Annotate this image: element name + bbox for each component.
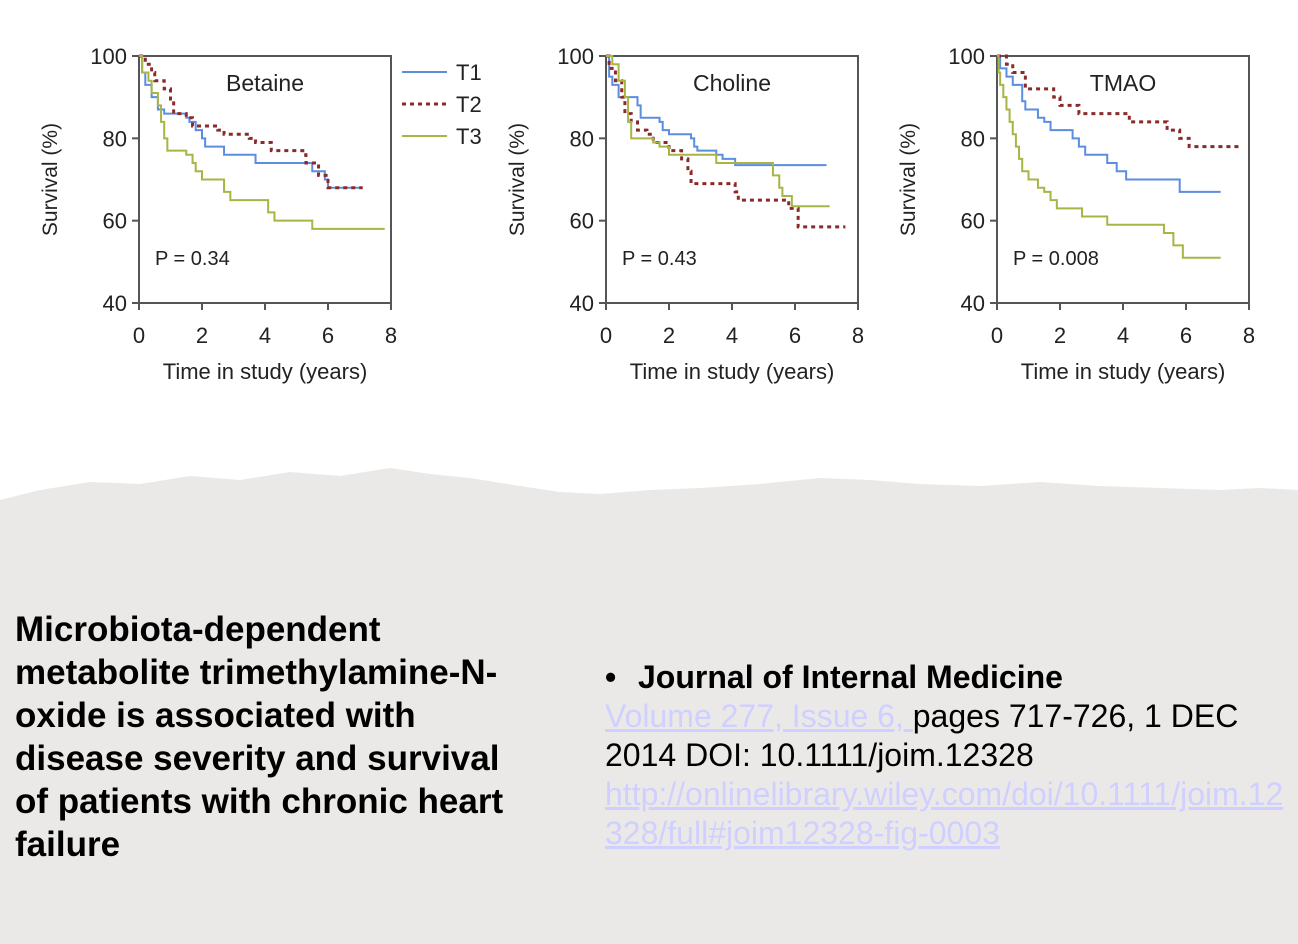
x-tick-label: 6 (322, 323, 334, 348)
y-tick-label: 40 (570, 291, 594, 316)
x-tick-label: 4 (726, 323, 738, 348)
survival-curve-t3 (997, 55, 1221, 259)
journal-line: • Journal of Internal Medicine (605, 658, 1285, 697)
y-axis-label: Survival (%) (506, 123, 529, 236)
bullet: • (605, 659, 617, 695)
x-axis-label: Time in study (years) (163, 359, 368, 384)
y-tick-label: 100 (557, 44, 594, 69)
x-tick-label: 2 (196, 323, 208, 348)
legend-label-t3: T3 (456, 124, 482, 149)
x-tick-label: 4 (1117, 323, 1129, 348)
chart-choline: 40 60 80 100 0 2 4 6 8 Time in study (years) Survi… (506, 44, 864, 384)
pages-doi-text: pages 717-726, 1 DEC 2014 DOI: 10.1111/j… (605, 698, 1239, 773)
x-tick-label: 6 (789, 323, 801, 348)
y-tick-label: 80 (103, 126, 127, 151)
y-tick-label: 80 (570, 126, 594, 151)
survival-curve-t2 (139, 54, 363, 190)
y-axis-label: Survival (%) (39, 123, 62, 236)
x-tick-label: 0 (600, 323, 612, 348)
x-axis-label: Time in study (years) (630, 359, 835, 384)
survival-curve-t3 (139, 55, 385, 230)
slide-title: Microbiota-dependent metabolite trimethy… (15, 610, 504, 864)
y-tick-label: 60 (961, 209, 985, 234)
p-value-annotation: P = 0.34 (155, 248, 230, 270)
survival-curve-t1 (997, 55, 1221, 193)
reference-block: • Journal of Internal Medicine Volume 277… (605, 658, 1285, 853)
legend-label-t2: T2 (456, 92, 482, 117)
y-tick-label: 100 (948, 44, 985, 69)
x-tick-label: 0 (133, 323, 145, 348)
y-tick-label: 80 (961, 126, 985, 151)
survival-curve-t2 (997, 54, 1240, 149)
x-tick-label: 8 (385, 323, 397, 348)
chart-title: Choline (693, 70, 771, 96)
legend-label-t1: T1 (456, 60, 482, 85)
x-tick-label: 4 (259, 323, 271, 348)
p-value-annotation: P = 0.43 (622, 248, 697, 270)
survival-curve-t2 (606, 54, 846, 229)
survival-curve-t1 (606, 55, 827, 167)
journal-name: Journal of Internal Medicine (638, 659, 1063, 695)
x-tick-label: 0 (991, 323, 1003, 348)
chart-betaine: 40 60 80 100 0 2 4 6 8 Time in study (years) Survi… (39, 44, 482, 384)
y-tick-label: 100 (90, 44, 127, 69)
chart-title: TMAO (1090, 70, 1156, 96)
article-url-link[interactable]: http://onlinelibrary.wiley.com/doi/10.11… (605, 776, 1284, 851)
x-tick-label: 8 (852, 323, 864, 348)
x-tick-label: 8 (1243, 323, 1255, 348)
volume-link[interactable]: Volume 277, Issue 6, (605, 698, 913, 734)
x-axis-label: Time in study (years) (1021, 359, 1226, 384)
y-axis-label: Survival (%) (897, 123, 920, 236)
chart-tmao: 40 60 80 100 0 2 4 6 8 Time in study (years) Survi… (897, 44, 1255, 384)
torn-paper-background (0, 468, 1298, 944)
survival-curve-t3 (606, 55, 830, 208)
y-tick-label: 40 (961, 291, 985, 316)
y-tick-label: 60 (570, 209, 594, 234)
x-tick-label: 2 (1054, 323, 1066, 348)
y-tick-label: 60 (103, 209, 127, 234)
p-value-annotation: P = 0.008 (1013, 248, 1099, 270)
y-tick-label: 40 (103, 291, 127, 316)
x-tick-label: 2 (663, 323, 675, 348)
x-tick-label: 6 (1180, 323, 1192, 348)
chart-title: Betaine (226, 70, 304, 96)
